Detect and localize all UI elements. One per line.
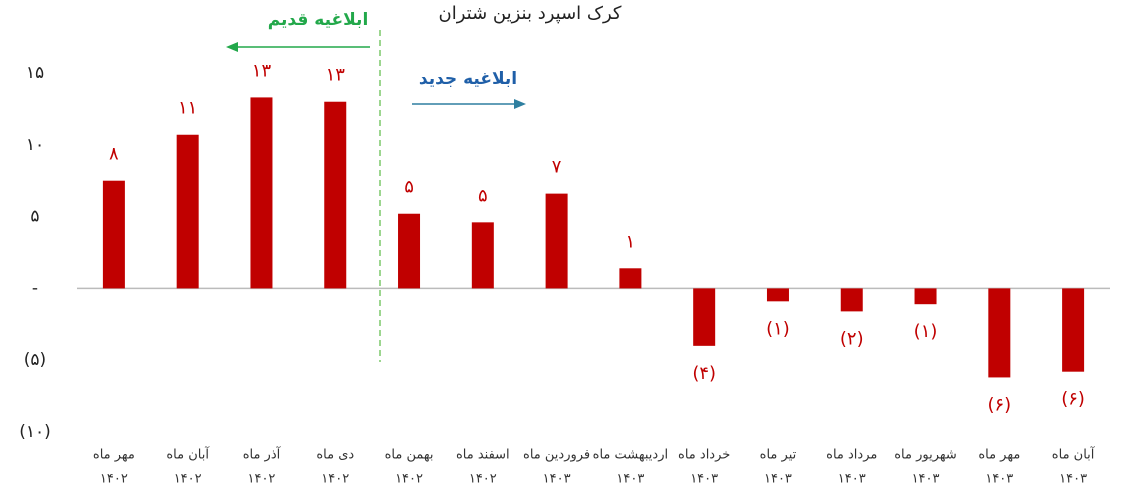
value-label: (۴) — [692, 363, 716, 384]
x-tick-label: خرداد ماه — [678, 448, 730, 463]
x-tick-label: مهر ماه — [978, 448, 1020, 463]
x-tick-label: بهمن ماه — [385, 448, 434, 463]
value-label: (۲) — [840, 328, 864, 349]
x-tick-label: آبان ماه — [1052, 446, 1096, 463]
x-tick-label: آبان ماه — [166, 446, 210, 463]
value-label: ۵ — [404, 177, 414, 198]
x-tick-label: ۱۴۰۲ — [469, 472, 497, 487]
x-tick-label: ۱۴۰۳ — [690, 472, 718, 487]
x-tick-label: ۱۴۰۳ — [1059, 472, 1087, 487]
bar — [324, 101, 347, 289]
new-arrow-head — [514, 99, 526, 109]
x-tick-label: ۱۴۰۳ — [616, 472, 644, 487]
value-label: ۵ — [478, 185, 488, 206]
x-tick-label: آذر ماه — [243, 446, 282, 463]
x-tick-label: اردیبهشت ماه — [593, 448, 668, 463]
x-tick-label: ۱۴۰۳ — [543, 472, 571, 487]
value-label: (۶) — [987, 394, 1011, 415]
x-tick-label: تیر ماه — [760, 448, 797, 463]
bar — [693, 288, 716, 346]
bar — [1062, 288, 1085, 372]
x-tick-label: ۱۴۰۲ — [174, 472, 202, 487]
value-label: (۱) — [766, 318, 790, 339]
bar — [176, 134, 199, 289]
x-tick-label: ۱۴۰۲ — [100, 472, 128, 487]
x-tick-label: مرداد ماه — [826, 448, 877, 463]
bar — [914, 288, 937, 305]
value-label: (۱) — [914, 321, 938, 342]
chart-title: کرک اسپرد بنزین شتران — [439, 3, 622, 24]
y-tick-label: - — [32, 278, 38, 298]
value-label: ۷ — [552, 157, 562, 178]
old-notice: ابلاغیه قدیم — [268, 10, 369, 30]
y-tick-label: ۱۵ — [26, 63, 44, 83]
x-tick-label: ۱۴۰۲ — [321, 472, 349, 487]
new-notice: ابلاغیه جدید — [419, 69, 517, 89]
bar — [619, 268, 642, 289]
value-label: ۱۳ — [252, 60, 272, 81]
x-tick-label: ۱۴۰۳ — [985, 472, 1013, 487]
x-tick-label: ۱۴۰۲ — [247, 472, 275, 487]
x-tick-label: ۱۴۰۳ — [764, 472, 792, 487]
x-tick-label: شهریور ماه — [894, 448, 957, 463]
y-tick-label: (۵) — [24, 350, 46, 370]
value-label: (۶) — [1061, 389, 1085, 410]
value-label: ۸ — [109, 144, 119, 165]
y-tick-label: (۱۰) — [19, 422, 51, 442]
y-tick-label: ۱۰ — [26, 135, 44, 155]
value-label: ۱۱ — [178, 98, 197, 119]
bar — [471, 222, 494, 289]
bar — [102, 180, 125, 289]
bar — [988, 288, 1011, 378]
value-label: ۱۳ — [326, 65, 346, 86]
x-tick-label: ۱۴۰۳ — [838, 472, 866, 487]
x-tick-label: ۱۴۰۲ — [395, 472, 423, 487]
x-tick-label: مهر ماه — [93, 448, 135, 463]
bar — [398, 213, 421, 289]
bar — [840, 288, 863, 312]
y-tick-label: ۵ — [30, 207, 39, 227]
value-label: ۱ — [626, 231, 636, 252]
x-tick-label: ۱۴۰۳ — [912, 472, 940, 487]
bar — [250, 97, 273, 289]
x-tick-label: دی ماه — [316, 448, 354, 463]
bar — [766, 288, 789, 302]
x-tick-label: اسفند ماه — [456, 448, 510, 463]
old-arrow-head — [226, 42, 238, 52]
bar — [545, 193, 568, 289]
x-tick-label: فروردین ماه — [523, 448, 590, 463]
